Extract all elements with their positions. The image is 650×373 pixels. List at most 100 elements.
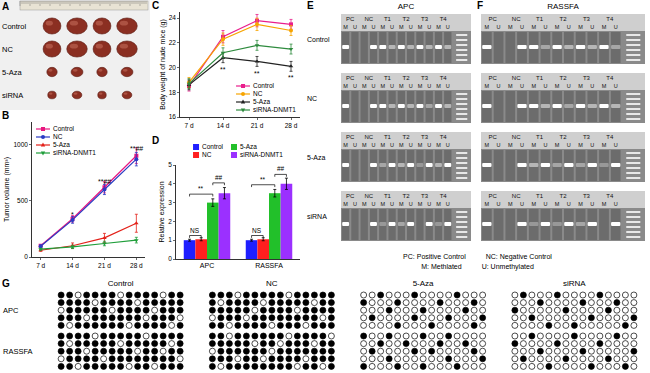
svg-text:U: U bbox=[497, 83, 501, 89]
svg-text:1: 1 bbox=[168, 236, 172, 243]
svg-text:U: U bbox=[567, 142, 571, 148]
svg-text:M: M bbox=[485, 83, 490, 89]
svg-text:M: M bbox=[380, 83, 385, 89]
svg-text:T1: T1 bbox=[536, 134, 544, 140]
svg-text:M: M bbox=[602, 142, 607, 148]
svg-text:M: M bbox=[399, 83, 404, 89]
svg-text:18: 18 bbox=[169, 89, 177, 96]
svg-text:M: M bbox=[343, 83, 348, 89]
svg-text:M: M bbox=[399, 201, 404, 207]
svg-text:NC: NC bbox=[266, 279, 278, 288]
svg-text:**: ** bbox=[254, 70, 260, 77]
svg-text:T1: T1 bbox=[536, 193, 544, 199]
svg-text:T2: T2 bbox=[559, 75, 567, 81]
svg-text:5-Aza: 5-Aza bbox=[307, 154, 325, 161]
svg-text:U: U bbox=[543, 201, 547, 207]
svg-text:T3: T3 bbox=[421, 75, 429, 81]
svg-text:siRNA: siRNA bbox=[2, 91, 23, 100]
svg-text:Body weight of nude mice (g): Body weight of nude mice (g) bbox=[159, 19, 167, 110]
svg-text:7 d: 7 d bbox=[184, 122, 193, 129]
svg-text:**: ** bbox=[220, 66, 226, 73]
svg-text:4: 4 bbox=[168, 180, 172, 187]
svg-text:U: U bbox=[590, 201, 594, 207]
svg-text:NC: NC bbox=[202, 151, 212, 158]
svg-text:PC: PC bbox=[346, 193, 355, 199]
svg-text:##: ## bbox=[215, 174, 223, 181]
svg-text:PC: PC bbox=[346, 75, 355, 81]
svg-text:M: M bbox=[531, 142, 536, 148]
svg-text:U: U bbox=[567, 24, 571, 30]
svg-text:Control: Control bbox=[253, 82, 275, 89]
svg-text:T4: T4 bbox=[606, 193, 614, 199]
svg-text:T4: T4 bbox=[606, 16, 614, 22]
svg-text:NC: NC bbox=[365, 193, 374, 199]
svg-text:T4: T4 bbox=[606, 75, 614, 81]
svg-text:Tumor volume (mm³): Tumor volume (mm³) bbox=[3, 157, 11, 222]
svg-text:U: U bbox=[590, 83, 594, 89]
svg-text:U: U bbox=[614, 24, 618, 30]
svg-text:1000: 1000 bbox=[13, 141, 28, 148]
svg-text:U: U bbox=[590, 24, 594, 30]
svg-text:T4: T4 bbox=[606, 134, 614, 140]
svg-text:M: M bbox=[343, 24, 348, 30]
svg-text:U: U bbox=[520, 201, 524, 207]
svg-text:PC: PC bbox=[489, 16, 498, 22]
svg-text:U: U bbox=[353, 83, 357, 89]
svg-text:NC: NC bbox=[512, 193, 521, 199]
svg-text:T2: T2 bbox=[402, 16, 410, 22]
svg-text:5: 5 bbox=[168, 161, 172, 168]
svg-text:**: ** bbox=[260, 176, 266, 183]
svg-text:500: 500 bbox=[17, 197, 28, 204]
svg-text:T2: T2 bbox=[559, 16, 567, 22]
svg-text:U: U bbox=[520, 24, 524, 30]
svg-text:T1: T1 bbox=[536, 75, 544, 81]
svg-text:M: M bbox=[531, 24, 536, 30]
svg-text:NS: NS bbox=[252, 227, 262, 234]
svg-text:5-Aza: 5-Aza bbox=[2, 68, 22, 77]
svg-text:U: U bbox=[497, 142, 501, 148]
svg-text:Control: Control bbox=[53, 125, 75, 132]
svg-text:U: U bbox=[427, 201, 431, 207]
svg-text:M: M bbox=[555, 83, 560, 89]
svg-text:M: M bbox=[362, 201, 367, 207]
svg-text:RASSFA: RASSFA bbox=[255, 262, 283, 269]
svg-text:T3: T3 bbox=[421, 134, 429, 140]
svg-text:siRNA-DNMT1: siRNA-DNMT1 bbox=[253, 106, 296, 113]
svg-text:U: U bbox=[543, 142, 547, 148]
svg-text:2: 2 bbox=[168, 218, 172, 225]
svg-text:M: M bbox=[343, 201, 348, 207]
svg-text:U: U bbox=[409, 142, 413, 148]
svg-text:NC: NC bbox=[512, 134, 521, 140]
svg-text:*: * bbox=[71, 211, 74, 218]
svg-text:M: M bbox=[343, 142, 348, 148]
svg-text:A: A bbox=[2, 1, 9, 12]
svg-text:U: U bbox=[446, 83, 450, 89]
svg-text:T2: T2 bbox=[559, 134, 567, 140]
svg-text:M: M bbox=[418, 142, 423, 148]
svg-text:U: U bbox=[372, 83, 376, 89]
svg-text:U: U bbox=[353, 24, 357, 30]
svg-text:T3: T3 bbox=[583, 75, 591, 81]
svg-text:M: M bbox=[362, 142, 367, 148]
svg-text:U: U bbox=[372, 142, 376, 148]
svg-text:PC: PC bbox=[346, 16, 355, 22]
svg-text:NC: NC bbox=[512, 16, 521, 22]
svg-text:14 d: 14 d bbox=[217, 122, 230, 129]
svg-text:U: U bbox=[567, 201, 571, 207]
svg-text:U: U bbox=[390, 24, 394, 30]
svg-text:U: U bbox=[446, 24, 450, 30]
svg-text:##: ## bbox=[277, 165, 285, 172]
svg-text:3: 3 bbox=[168, 199, 172, 206]
svg-text:21 d: 21 d bbox=[98, 262, 111, 269]
svg-text:NC: NC bbox=[365, 16, 374, 22]
svg-text:M: M bbox=[578, 201, 583, 207]
svg-text:PC: PC bbox=[346, 134, 355, 140]
svg-text:T2: T2 bbox=[402, 134, 410, 140]
svg-text:M: M bbox=[485, 24, 490, 30]
svg-text:T4: T4 bbox=[440, 134, 448, 140]
svg-text:U: U bbox=[614, 201, 618, 207]
svg-text:M: M bbox=[508, 83, 513, 89]
svg-text:**: ** bbox=[198, 185, 204, 192]
svg-text:U: U bbox=[390, 142, 394, 148]
svg-text:**##: **## bbox=[98, 178, 111, 185]
